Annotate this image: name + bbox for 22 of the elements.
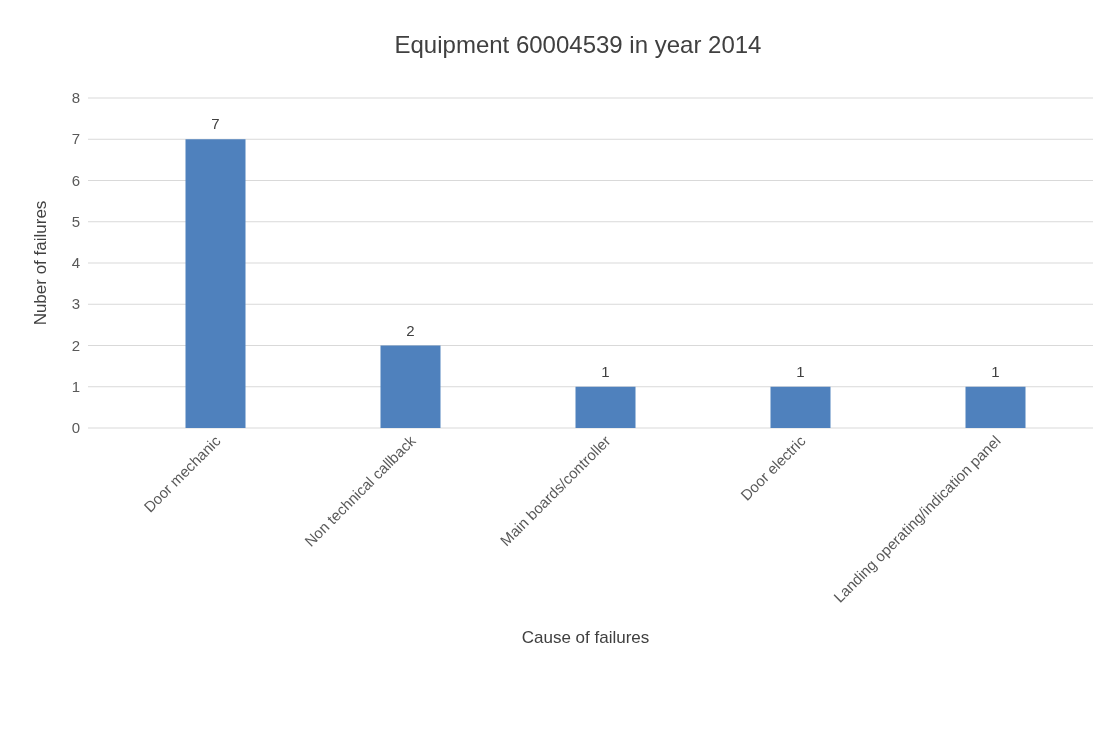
bar (770, 386, 831, 428)
data-label: 1 (601, 362, 610, 380)
bar (965, 386, 1026, 428)
y-tick-label: 5 (71, 212, 80, 230)
data-label: 2 (406, 321, 415, 339)
y-tick-label: 6 (71, 171, 80, 189)
bar (575, 386, 636, 428)
chart-title: Equipment 60004539 in year 2014 (394, 31, 762, 58)
y-tick-label: 2 (71, 336, 80, 354)
y-tick-label: 0 (71, 419, 80, 436)
y-axis-title: Nuber of failures (31, 200, 50, 326)
y-tick-label: 3 (71, 295, 80, 313)
data-label: 7 (211, 115, 220, 133)
bar (185, 139, 246, 428)
data-label: 1 (796, 362, 805, 380)
y-tick-label: 8 (71, 89, 80, 106)
y-tick-label: 7 (71, 130, 80, 148)
data-label: 1 (991, 362, 1000, 380)
bar (380, 345, 441, 428)
y-tick-label: 4 (71, 254, 80, 271)
x-axis-title: Cause of failures (521, 628, 650, 647)
y-tick-label: 1 (71, 377, 80, 395)
